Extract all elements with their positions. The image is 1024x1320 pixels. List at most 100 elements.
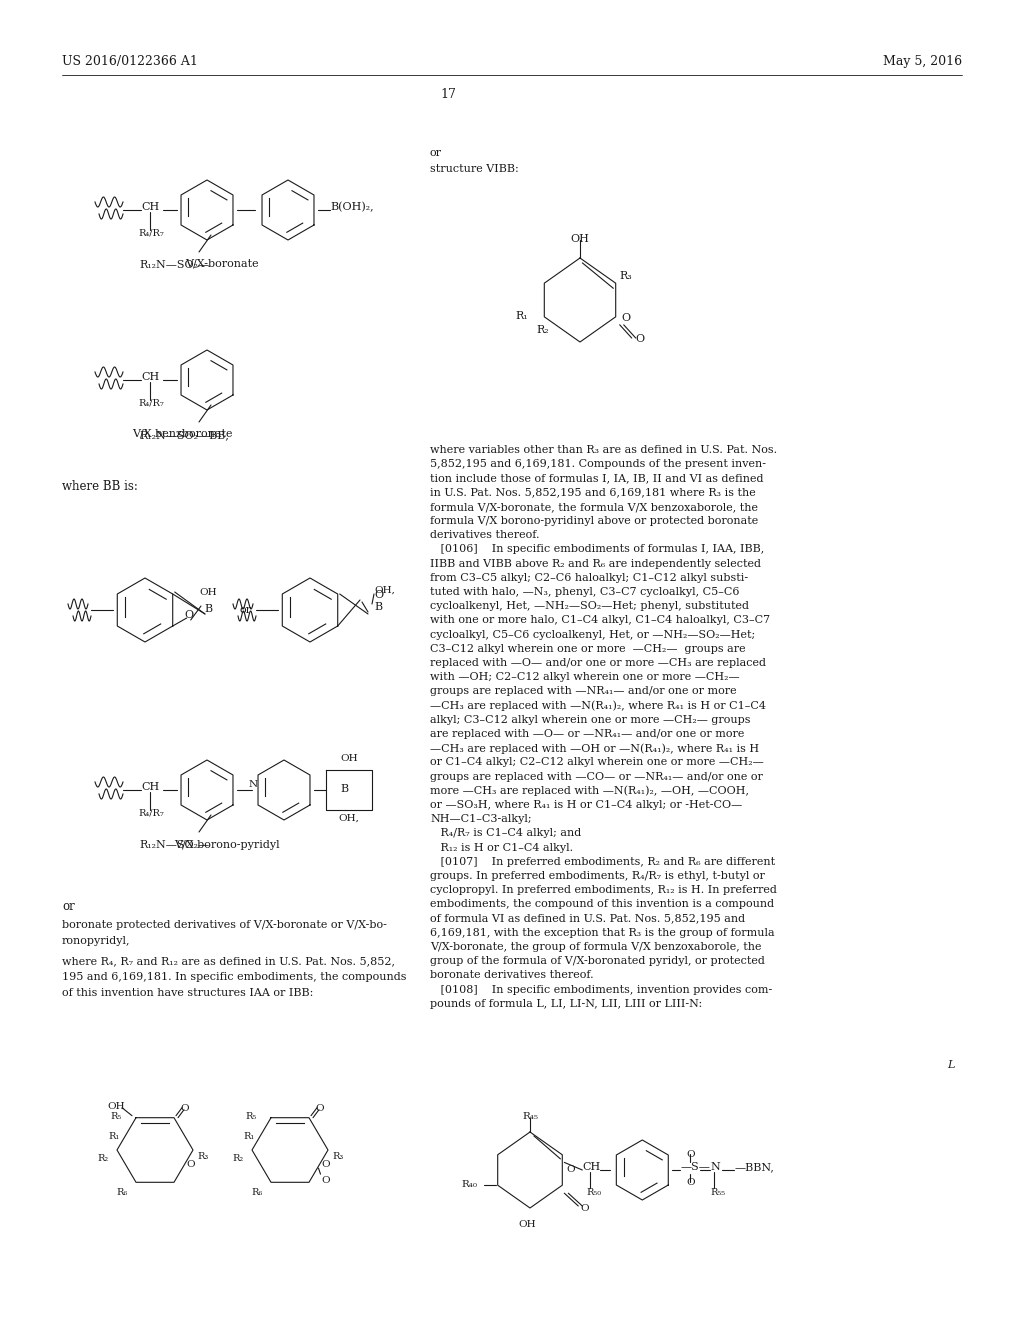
Text: US 2016/0122366 A1: US 2016/0122366 A1 [62, 55, 198, 69]
Text: IIBB and VIBB above R₂ and R₆ are independently selected: IIBB and VIBB above R₂ and R₆ are indepe… [430, 558, 761, 569]
Text: OH: OH [200, 587, 217, 597]
Text: where R₄, R₇ and R₁₂ are as defined in U.S. Pat. Nos. 5,852,: where R₄, R₇ and R₁₂ are as defined in U… [62, 956, 395, 966]
Text: R₆: R₆ [252, 1188, 263, 1197]
Text: tuted with halo, —N₃, phenyl, C3–C7 cycloalkyl, C5–C6: tuted with halo, —N₃, phenyl, C3–C7 cycl… [430, 587, 739, 597]
Text: N: N [711, 1162, 720, 1172]
Text: O: O [566, 1166, 574, 1173]
Text: R₅₀: R₅₀ [587, 1188, 601, 1197]
Text: B(OH)₂,: B(OH)₂, [330, 202, 374, 213]
Text: formula V/X borono-pyridinyl above or protected boronate: formula V/X borono-pyridinyl above or pr… [430, 516, 758, 525]
Text: R₄/R₇: R₄/R₇ [138, 399, 164, 407]
Text: V/X benzboronate: V/X benzboronate [132, 428, 232, 438]
Text: O: O [622, 313, 631, 323]
Text: O: O [322, 1160, 330, 1170]
Text: or —SO₃H, where R₄₁ is H or C1–C4 alkyl; or -Het-CO—: or —SO₃H, where R₄₁ is H or C1–C4 alkyl;… [430, 800, 742, 810]
Text: —CH₃ are replaced with —OH or —N(R₄₁)₂, where R₄₁ is H: —CH₃ are replaced with —OH or —N(R₄₁)₂, … [430, 743, 759, 754]
Text: V/X-boronate: V/X-boronate [185, 257, 259, 268]
Text: [0107]    In preferred embodiments, R₂ and R₆ are different: [0107] In preferred embodiments, R₂ and … [430, 857, 775, 867]
Text: B: B [340, 784, 348, 795]
Text: more —CH₃ are replaced with —N(R₄₁)₂, —OH, —COOH,: more —CH₃ are replaced with —N(R₄₁)₂, —O… [430, 785, 749, 796]
Text: —BBN,: —BBN, [734, 1162, 774, 1172]
Text: R₆: R₆ [117, 1188, 128, 1197]
Text: N: N [249, 780, 258, 789]
Text: O: O [180, 1104, 188, 1113]
Text: V/X-boronate, the group of formula V/X benzoxaborole, the: V/X-boronate, the group of formula V/X b… [430, 942, 762, 952]
Text: B: B [374, 602, 382, 612]
Text: are replaced with —O— or —NR₄₁— and/or one or more: are replaced with —O— or —NR₄₁— and/or o… [430, 729, 744, 739]
Text: groups. In preferred embodiments, R₄/R₇ is ethyl, t-butyl or: groups. In preferred embodiments, R₄/R₇ … [430, 871, 765, 880]
Text: R₁₂ is H or C1–C4 alkyl.: R₁₂ is H or C1–C4 alkyl. [430, 842, 573, 853]
Text: V/X borono-pyridyl: V/X borono-pyridyl [174, 840, 280, 850]
Text: of formula VI as defined in U.S. Pat. Nos. 5,852,195 and: of formula VI as defined in U.S. Pat. No… [430, 913, 745, 924]
Text: R₅: R₅ [111, 1111, 122, 1121]
Text: O: O [374, 590, 383, 601]
Text: R₁₂N—SO₂—: R₁₂N—SO₂— [139, 260, 209, 271]
Text: pounds of formula L, LI, LI-N, LII, LIII or LIII-N:: pounds of formula L, LI, LI-N, LII, LIII… [430, 999, 702, 1008]
Text: alkyl; C3–C12 alkyl wherein one or more —CH₂— groups: alkyl; C3–C12 alkyl wherein one or more … [430, 715, 751, 725]
Text: —S—: —S— [680, 1162, 711, 1172]
Text: groups are replaced with —NR₄₁— and/or one or more: groups are replaced with —NR₄₁— and/or o… [430, 686, 736, 697]
Text: R₂: R₂ [98, 1154, 109, 1163]
Text: 6,169,181, with the exception that R₃ is the group of formula: 6,169,181, with the exception that R₃ is… [430, 928, 774, 937]
Text: or: or [240, 605, 252, 615]
Text: 195 and 6,169,181. In specific embodiments, the compounds: 195 and 6,169,181. In specific embodimen… [62, 972, 407, 982]
Text: boronate protected derivatives of V/X-boronate or V/X-bo-: boronate protected derivatives of V/X-bo… [62, 920, 387, 931]
Text: group of the formula of V/X-boronated pyridyl, or protected: group of the formula of V/X-boronated py… [430, 956, 765, 966]
Text: groups are replaced with —CO— or —NR₄₁— and/or one or: groups are replaced with —CO— or —NR₄₁— … [430, 772, 763, 781]
Text: B: B [204, 605, 212, 614]
Text: ronopyridyl,: ronopyridyl, [62, 936, 130, 946]
Text: or C1–C4 alkyl; C2–C12 alkyl wherein one or more —CH₂—: or C1–C4 alkyl; C2–C12 alkyl wherein one… [430, 758, 764, 767]
Text: cycloalkenyl, Het, —NH₂—SO₂—Het; phenyl, substituted: cycloalkenyl, Het, —NH₂—SO₂—Het; phenyl,… [430, 601, 749, 611]
Text: CH: CH [141, 781, 160, 792]
Text: R₁₂N—SO₂—BB,: R₁₂N—SO₂—BB, [139, 430, 229, 440]
Text: O: O [581, 1204, 589, 1213]
Text: R₄/R₇: R₄/R₇ [138, 808, 164, 817]
Text: L: L [947, 1060, 955, 1071]
Text: R₁₂N—SO₂—: R₁₂N—SO₂— [139, 840, 209, 850]
Text: with —OH; C2–C12 alkyl wherein one or more —CH₂—: with —OH; C2–C12 alkyl wherein one or mo… [430, 672, 739, 682]
Text: C3–C12 alkyl wherein one or more  —CH₂—  groups are: C3–C12 alkyl wherein one or more —CH₂— g… [430, 644, 745, 653]
Text: NH—C1–C3-alkyl;: NH—C1–C3-alkyl; [430, 814, 531, 824]
Text: boronate derivatives thereof.: boronate derivatives thereof. [430, 970, 594, 981]
Text: OH,: OH, [339, 814, 359, 822]
Text: formula V/X-boronate, the formula V/X benzoxaborole, the: formula V/X-boronate, the formula V/X be… [430, 502, 758, 512]
Text: R₅₅: R₅₅ [711, 1188, 725, 1197]
Text: OH,: OH, [374, 586, 395, 595]
Text: [0108]    In specific embodiments, invention provides com-: [0108] In specific embodiments, inventio… [430, 985, 772, 994]
Text: R₄₀: R₄₀ [462, 1180, 478, 1189]
Text: R₅: R₅ [246, 1111, 257, 1121]
Text: OH: OH [570, 234, 590, 244]
Text: or: or [430, 148, 442, 158]
Text: R₁: R₁ [244, 1131, 255, 1140]
Text: O: O [186, 1160, 196, 1170]
Text: R₃: R₃ [197, 1152, 208, 1162]
Text: O: O [686, 1150, 694, 1159]
Text: CH: CH [141, 202, 160, 213]
Text: O: O [322, 1176, 330, 1185]
Text: structure VIBB:: structure VIBB: [430, 164, 519, 174]
Text: cycloalkyl, C5–C6 cycloalkenyl, Het, or —NH₂—SO₂—Het;: cycloalkyl, C5–C6 cycloalkenyl, Het, or … [430, 630, 756, 640]
Text: 17: 17 [440, 88, 456, 102]
Text: O: O [686, 1177, 694, 1187]
Text: R₁: R₁ [516, 310, 528, 321]
Text: derivatives thereof.: derivatives thereof. [430, 531, 540, 540]
Text: R₃: R₃ [332, 1152, 343, 1162]
Text: R₁: R₁ [109, 1131, 120, 1140]
Text: [0106]    In specific embodiments of formulas I, IAA, IBB,: [0106] In specific embodiments of formul… [430, 544, 764, 554]
Text: cyclopropyl. In preferred embodiments, R₁₂ is H. In preferred: cyclopropyl. In preferred embodiments, R… [430, 886, 777, 895]
Text: embodiments, the compound of this invention is a compound: embodiments, the compound of this invent… [430, 899, 774, 909]
Text: R₄/R₇: R₄/R₇ [138, 228, 164, 238]
Text: OH: OH [340, 754, 357, 763]
Text: R₂: R₂ [537, 325, 549, 335]
Text: May 5, 2016: May 5, 2016 [883, 55, 962, 69]
Text: from C3–C5 alkyl; C2–C6 haloalkyl; C1–C12 alkyl substi-: from C3–C5 alkyl; C2–C6 haloalkyl; C1–C1… [430, 573, 749, 583]
Text: of this invention have structures IAA or IBB:: of this invention have structures IAA or… [62, 987, 313, 998]
Text: where variables other than R₃ are as defined in U.S. Pat. Nos.: where variables other than R₃ are as def… [430, 445, 777, 455]
Text: R₂: R₂ [232, 1154, 244, 1163]
Text: OH: OH [108, 1102, 125, 1110]
Text: OH: OH [518, 1220, 536, 1229]
Text: R₄/R₇ is C1–C4 alkyl; and: R₄/R₇ is C1–C4 alkyl; and [430, 829, 582, 838]
Text: CH: CH [141, 372, 160, 381]
Text: R₄₅: R₄₅ [522, 1111, 538, 1121]
Text: —CH₃ are replaced with —N(R₄₁)₂, where R₄₁ is H or C1–C4: —CH₃ are replaced with —N(R₄₁)₂, where R… [430, 701, 766, 711]
